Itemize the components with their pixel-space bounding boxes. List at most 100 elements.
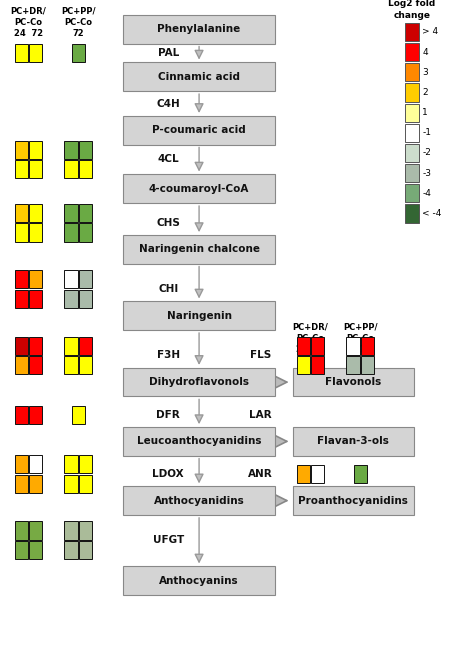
Text: CHI: CHI — [158, 284, 178, 294]
Text: Proanthocyanidins: Proanthocyanidins — [298, 495, 408, 506]
Bar — [361, 337, 374, 355]
Bar — [64, 541, 78, 559]
Bar — [405, 104, 419, 122]
Bar — [405, 124, 419, 142]
Bar — [346, 356, 360, 374]
Text: UFGT: UFGT — [153, 535, 184, 546]
Bar — [405, 204, 419, 223]
Bar — [79, 356, 92, 374]
Bar — [405, 23, 419, 41]
Text: PC+DR/
PC-Co
24  72: PC+DR/ PC-Co 24 72 — [10, 7, 46, 38]
Bar — [79, 455, 92, 473]
Text: F3H: F3H — [157, 350, 180, 361]
Text: 3: 3 — [422, 68, 428, 77]
Bar — [311, 465, 324, 483]
Text: PC+DR/
PC-Co
24  72: PC+DR/ PC-Co 24 72 — [292, 323, 328, 354]
Bar — [297, 356, 310, 374]
Bar — [29, 141, 42, 159]
Text: PC+PP/
PC-Co
72: PC+PP/ PC-Co 72 — [61, 7, 95, 38]
Bar — [72, 44, 85, 62]
Text: PAL: PAL — [158, 48, 179, 58]
Bar — [79, 521, 92, 540]
Text: Anthocyanidins: Anthocyanidins — [154, 495, 245, 506]
Text: -4: -4 — [422, 189, 431, 198]
Bar — [64, 337, 78, 355]
Bar — [29, 337, 42, 355]
Bar — [64, 475, 78, 493]
Bar — [79, 337, 92, 355]
Bar — [29, 44, 42, 62]
Text: PC+PP/
PC-Co
72: PC+PP/ PC-Co 72 — [343, 323, 377, 354]
Bar — [15, 337, 28, 355]
Text: CHS: CHS — [156, 217, 180, 228]
Bar — [29, 455, 42, 473]
Bar — [72, 406, 85, 424]
Bar — [64, 141, 78, 159]
Bar — [292, 486, 413, 515]
Text: 4-coumaroyl-CoA: 4-coumaroyl-CoA — [149, 184, 249, 194]
Bar — [79, 141, 92, 159]
Bar — [29, 160, 42, 178]
Bar — [29, 290, 42, 308]
Bar — [29, 521, 42, 540]
Text: Naringenin chalcone: Naringenin chalcone — [138, 244, 260, 255]
Text: Anthocyanins: Anthocyanins — [159, 575, 239, 586]
Bar — [79, 541, 92, 559]
Bar — [15, 270, 28, 288]
Bar — [123, 427, 275, 456]
Text: Flavonols: Flavonols — [325, 377, 381, 387]
Text: DFR: DFR — [156, 409, 180, 420]
Bar — [123, 174, 275, 203]
Bar — [15, 541, 28, 559]
Text: Cinnamic acid: Cinnamic acid — [158, 72, 240, 82]
Text: LAR: LAR — [249, 409, 272, 420]
Bar — [15, 356, 28, 374]
Bar — [15, 141, 28, 159]
Bar — [29, 541, 42, 559]
Bar — [297, 337, 310, 355]
Bar — [64, 223, 78, 242]
Text: P-coumaric acid: P-coumaric acid — [152, 125, 246, 135]
Bar — [123, 486, 275, 515]
Text: Dihydroflavonols: Dihydroflavonols — [149, 377, 249, 387]
Bar — [29, 204, 42, 222]
Bar — [15, 204, 28, 222]
Bar — [15, 44, 28, 62]
Bar — [29, 406, 42, 424]
Bar — [79, 475, 92, 493]
Bar — [15, 521, 28, 540]
Bar — [64, 356, 78, 374]
Bar — [64, 270, 78, 288]
Text: Flavan-3-ols: Flavan-3-ols — [317, 436, 389, 447]
Bar — [29, 475, 42, 493]
Bar — [15, 223, 28, 242]
Text: -1: -1 — [422, 128, 431, 137]
Text: FLS: FLS — [250, 350, 271, 361]
Bar — [123, 15, 275, 44]
Text: ANR: ANR — [248, 469, 273, 479]
Bar — [123, 116, 275, 145]
Bar — [15, 160, 28, 178]
Text: 1: 1 — [422, 108, 428, 117]
Bar — [405, 43, 419, 61]
Bar — [123, 235, 275, 264]
Text: 4CL: 4CL — [157, 154, 179, 165]
Bar — [29, 223, 42, 242]
Bar — [311, 337, 324, 355]
Text: 4: 4 — [422, 48, 428, 57]
Bar — [64, 290, 78, 308]
Bar — [79, 204, 92, 222]
Bar — [297, 465, 310, 483]
Text: -2: -2 — [422, 148, 431, 158]
Bar — [292, 368, 413, 396]
Bar — [29, 356, 42, 374]
Bar — [79, 160, 92, 178]
Text: C4H: C4H — [156, 98, 180, 109]
Bar — [405, 184, 419, 202]
Bar — [123, 301, 275, 330]
Bar — [405, 164, 419, 182]
Text: LDOX: LDOX — [153, 469, 184, 479]
Bar — [123, 566, 275, 595]
Bar — [15, 475, 28, 493]
Text: Phenylalanine: Phenylalanine — [157, 24, 241, 35]
